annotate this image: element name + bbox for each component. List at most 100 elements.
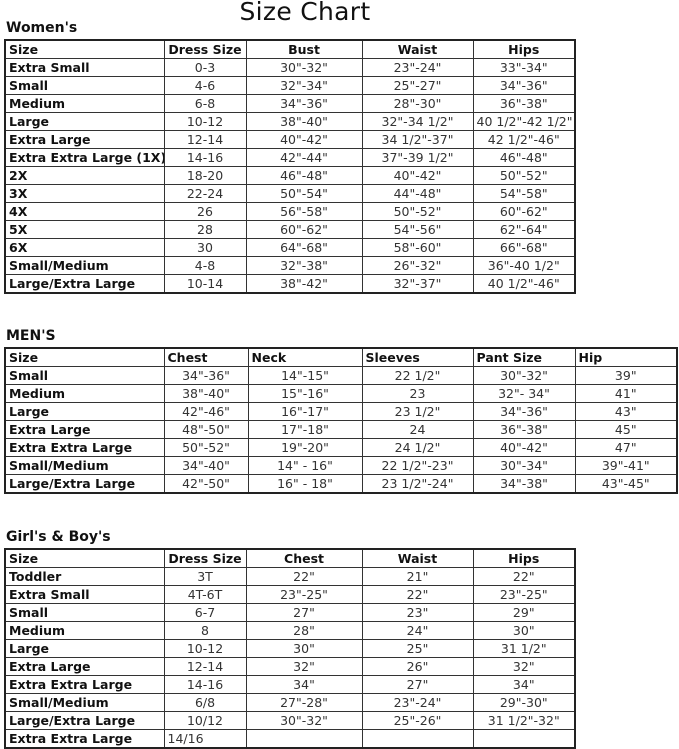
table-cell: 32"- 34" <box>472 384 576 403</box>
table-cell: 14"-15" <box>247 366 363 385</box>
table-cell: 31 1/2"-32" <box>472 711 576 730</box>
table-row: 3X 22-24 50"-54" 44"-48" 54"-58" <box>4 184 576 203</box>
table-row: 6X 30 64"-68" 58"-60" 66"-68" <box>4 238 576 257</box>
table-row: 2X 18-20 46"-48" 40"-42" 50"-52" <box>4 166 576 185</box>
table-cell: 39"-41" <box>574 456 678 475</box>
table-cell: 24" <box>361 621 474 640</box>
table-cell: 36"-38" <box>472 420 576 439</box>
table-cell: 32" <box>472 657 576 676</box>
table-cell: 34"-38" <box>472 474 576 494</box>
size-label: Small/Medium <box>4 693 165 712</box>
column-header: Bust <box>245 39 363 59</box>
table-cell: 10-12 <box>163 639 247 658</box>
table-row: Small/Medium 34"-40" 14" - 16" 22 1/2"-23" 3… <box>4 456 678 475</box>
table-cell: 4-8 <box>163 256 247 275</box>
column-header: Sleeves <box>361 347 474 367</box>
table-cell: 40 1/2"-42 1/2" <box>472 112 576 131</box>
table-cell: 43" <box>574 402 678 421</box>
table-cell: 66"-68" <box>472 238 576 257</box>
size-label: Small <box>4 76 165 95</box>
table-row: Large 42"-46" 16"-17" 23 1/2" 34"-36" 43" <box>4 402 678 421</box>
table-cell: 32" <box>245 657 363 676</box>
size-label: Large <box>4 402 165 421</box>
size-label: Extra Large <box>4 657 165 676</box>
table-cell: 12-14 <box>163 130 247 149</box>
table-cell: 23"-24" <box>361 693 474 712</box>
table-cell: 38"-40" <box>163 384 249 403</box>
table-cell: 16" - 18" <box>247 474 363 494</box>
size-label: Extra Extra Large (1X) <box>4 148 165 167</box>
table-cell <box>245 729 363 749</box>
table-cell: 22-24 <box>163 184 247 203</box>
table-cell <box>472 729 576 749</box>
table-row: Large/Extra Large 42"-50" 16" - 18" 23 1/2"… <box>4 474 678 494</box>
table-cell: 36"-40 1/2" <box>472 256 576 275</box>
table-cell: 22" <box>472 567 576 586</box>
table-row: Small/Medium 4-8 32"-38" 26"-32" 36"-40 1/2" <box>4 256 576 275</box>
table-cell: 34"-36" <box>245 94 363 113</box>
kids-heading: Girl's & Boy's <box>6 529 111 545</box>
table-cell: 34 1/2"-37" <box>361 130 474 149</box>
size-label: Small <box>4 603 165 622</box>
table-row: Extra Large 12-14 32" 26" 32" <box>4 657 576 676</box>
header-row: Size Chest Neck Sleeves Pant Size Hip <box>4 347 678 367</box>
table-cell <box>361 729 474 749</box>
table-row: Extra Extra Large 14-16 34" 27" 34" <box>4 675 576 694</box>
table-cell: 48"-50" <box>163 420 249 439</box>
table-cell: 23"-24" <box>361 58 474 77</box>
table-cell: 28" <box>245 621 363 640</box>
size-label: Medium <box>4 384 165 403</box>
column-header: Chest <box>245 548 363 568</box>
table-cell: 28"-30" <box>361 94 474 113</box>
table-row: Small 34"-36" 14"-15" 22 1/2" 30"-32" 39" <box>4 366 678 385</box>
table-cell: 64"-68" <box>245 238 363 257</box>
womens-size-table: Size Dress Size Bust Waist Hips Extra Small 0-… <box>4 39 576 294</box>
table-row: Extra Large 12-14 40"-42" 34 1/2"-37" 42 1/2… <box>4 130 576 149</box>
table-row: Toddler 3T 22" 21" 22" <box>4 567 576 586</box>
table-cell: 30"-32" <box>472 366 576 385</box>
table-cell: 37"-39 1/2" <box>361 148 474 167</box>
table-cell: 32"-34 1/2" <box>361 112 474 131</box>
table-cell: 10/12 <box>163 711 247 730</box>
table-cell: 21" <box>361 567 474 586</box>
size-label: Small/Medium <box>4 456 165 475</box>
size-label: 3X <box>4 184 165 203</box>
table-cell: 25" <box>361 639 474 658</box>
table-cell: 38"-40" <box>245 112 363 131</box>
table-cell: 25"-27" <box>361 76 474 95</box>
table-cell: 32"-38" <box>245 256 363 275</box>
size-label: Extra Extra Large <box>4 438 165 457</box>
size-label: Medium <box>4 94 165 113</box>
table-cell: 26" <box>361 657 474 676</box>
table-cell: 34"-36" <box>472 402 576 421</box>
kids-size-table: Size Dress Size Chest Waist Hips Toddler 3T 22"… <box>4 548 576 749</box>
table-cell: 40"-42" <box>361 166 474 185</box>
table-cell: 26 <box>163 202 247 221</box>
table-cell: 27"-28" <box>245 693 363 712</box>
table-cell: 28 <box>163 220 247 239</box>
table-cell: 0-3 <box>163 58 247 77</box>
table-cell: 39" <box>574 366 678 385</box>
table-row: Medium 38"-40" 15"-16" 23 32"- 34" 41" <box>4 384 678 403</box>
table-cell: 34"-40" <box>163 456 249 475</box>
table-cell: 6-7 <box>163 603 247 622</box>
table-cell: 14/16 <box>163 729 247 749</box>
table-cell: 58"-60" <box>361 238 474 257</box>
womens-heading: Women's <box>6 20 78 36</box>
size-label: Large/Extra Large <box>4 474 165 494</box>
table-cell: 40 1/2"-46" <box>472 274 576 294</box>
size-label: Small <box>4 366 165 385</box>
size-label: Large <box>4 639 165 658</box>
column-header: Size <box>4 39 165 59</box>
table-cell: 31 1/2" <box>472 639 576 658</box>
table-row: Large 10-12 30" 25" 31 1/2" <box>4 639 576 658</box>
table-row: 5X 28 60"-62" 54"-56" 62"-64" <box>4 220 576 239</box>
table-cell: 38"-42" <box>245 274 363 294</box>
table-cell: 23 1/2"-24" <box>361 474 474 494</box>
table-cell: 24 <box>361 420 474 439</box>
table-cell: 42 1/2"-46" <box>472 130 576 149</box>
size-label: Extra Large <box>4 130 165 149</box>
table-row: Medium 8 28" 24" 30" <box>4 621 576 640</box>
column-header: Dress Size <box>163 548 247 568</box>
column-header: Chest <box>163 347 249 367</box>
